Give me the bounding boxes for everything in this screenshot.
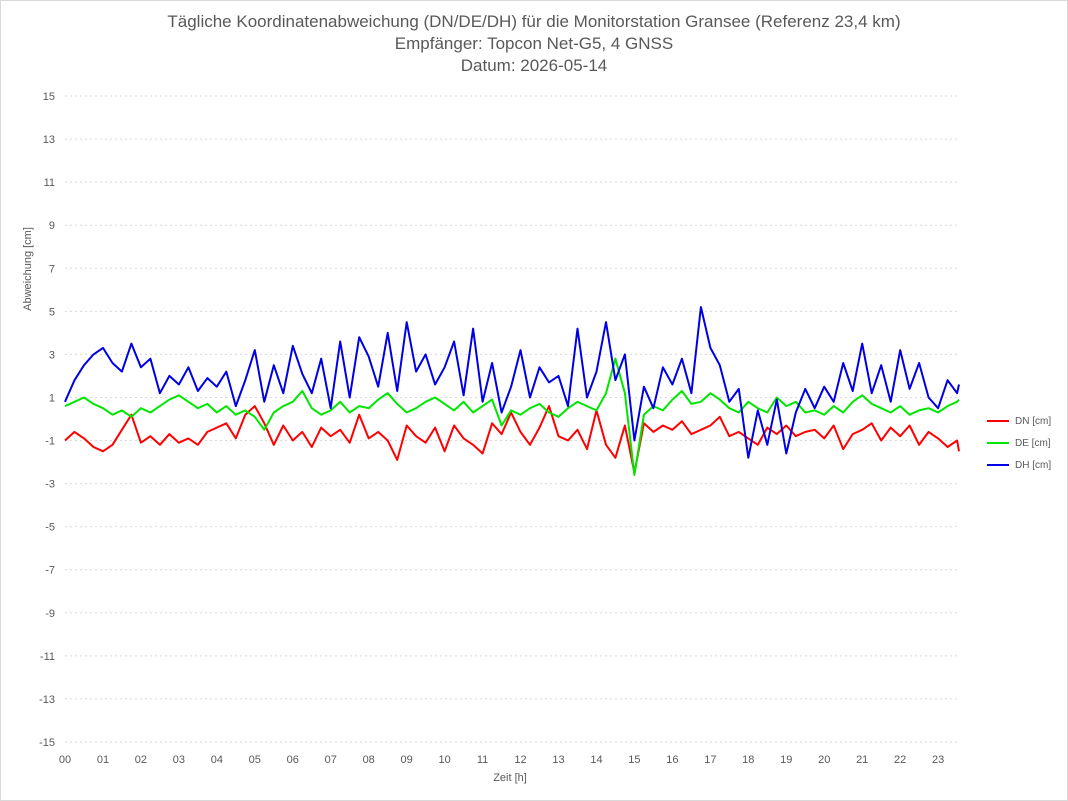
y-tick-label: -7	[45, 565, 55, 577]
grid-lines	[65, 95, 959, 743]
legend: DN [cm] DE [cm] DH [cm]	[987, 410, 1051, 476]
chart-titles: Tägliche Koordinatenabweichung (DN/DE/DH…	[1, 11, 1067, 77]
x-tick-label: 09	[401, 754, 413, 766]
y-tick-label: 1	[49, 392, 55, 404]
y-tick-label: 11	[44, 177, 55, 189]
x-tick-label: 04	[211, 754, 223, 766]
x-tick-labels: 00 01 02 03 04 05 06 07 08 09 10 11 12 13 14 15 16 17 18 19…	[59, 754, 944, 766]
x-tick-label: 02	[135, 754, 147, 766]
x-tick-label: 08	[363, 754, 375, 766]
series-line-1	[64, 405, 960, 474]
y-tick-label: -13	[39, 694, 55, 706]
y-tick-label: 3	[49, 349, 55, 361]
y-tick-label: 7	[49, 263, 55, 275]
x-tick-label: 19	[780, 754, 792, 766]
y-tick-label: -11	[40, 651, 55, 663]
legend-label: DN [cm]	[1015, 415, 1052, 427]
legend-swatch	[987, 464, 1009, 466]
y-tick-label: 5	[49, 306, 55, 318]
legend-item: DE [cm]	[987, 432, 1051, 454]
x-tick-label: 11	[477, 754, 488, 766]
x-tick-label: 23	[932, 754, 944, 766]
legend-label: DH [cm]	[1015, 459, 1052, 471]
chart-title: Tägliche Koordinatenabweichung (DN/DE/DH…	[167, 12, 901, 31]
y-tick-label: -15	[39, 737, 55, 749]
x-tick-label: 21	[856, 754, 868, 766]
x-tick-label: 16	[666, 754, 678, 766]
legend-label: DE [cm]	[1015, 437, 1051, 449]
x-tick-label: 03	[173, 754, 185, 766]
x-tick-label: 10	[438, 754, 450, 766]
x-tick-label: 20	[818, 754, 830, 766]
x-axis-title: Zeit [h]	[493, 772, 527, 784]
x-tick-label: 07	[325, 754, 337, 766]
series-line-3	[64, 306, 960, 459]
x-tick-label: 15	[628, 754, 640, 766]
legend-item: DN [cm]	[987, 410, 1051, 432]
y-tick-labels: 15 13 11 9 7 5 3 1 -1 -3 -5 -7 -9 -11 -13 -15	[39, 91, 55, 749]
legend-swatch	[987, 442, 1009, 444]
y-tick-label: 13	[43, 134, 55, 146]
x-tick-label: 00	[59, 754, 71, 766]
y-tick-label: 15	[43, 91, 55, 103]
y-axis-title: Abweichung [cm]	[22, 227, 34, 311]
x-tick-label: 05	[249, 754, 261, 766]
x-tick-label: 18	[742, 754, 754, 766]
legend-item: DH [cm]	[987, 454, 1051, 476]
x-tick-label: 17	[704, 754, 716, 766]
y-tick-label: -1	[45, 436, 55, 448]
legend-swatch	[987, 420, 1009, 422]
series-lines	[64, 306, 960, 476]
y-tick-label: -5	[45, 522, 55, 534]
x-tick-label: 22	[894, 754, 906, 766]
series-line-2	[64, 357, 960, 476]
x-tick-label: 12	[514, 754, 526, 766]
chart-subtitle: Empfänger: Topcon Net-G5, 4 GNSS	[394, 34, 674, 53]
x-tick-label: 13	[552, 754, 564, 766]
x-tick-label: 14	[590, 754, 602, 766]
x-tick-label: 06	[287, 754, 299, 766]
chart-date: Datum: 2026-05-14	[460, 56, 608, 75]
y-tick-label: 9	[49, 220, 55, 232]
x-tick-label: 01	[97, 754, 109, 766]
y-tick-label: -9	[45, 608, 55, 620]
y-tick-label: -3	[45, 479, 55, 491]
